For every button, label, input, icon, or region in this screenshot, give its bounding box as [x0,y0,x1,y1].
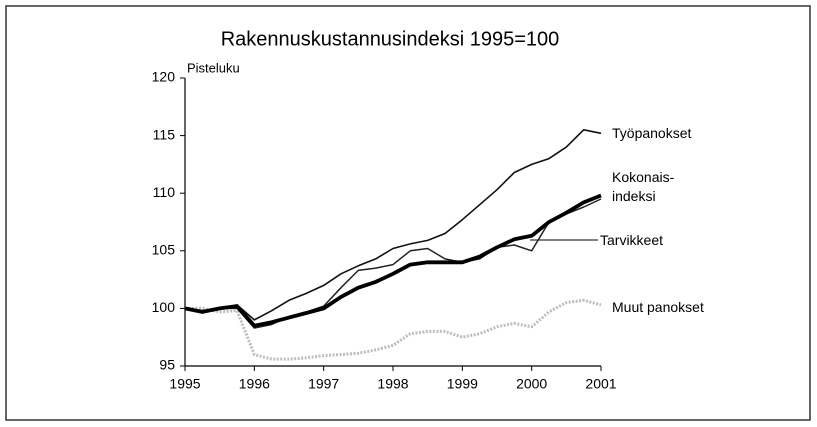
chart-title: Rakennuskustannusindeksi 1995=100 [221,28,560,50]
x-tick-label: 1996 [239,376,270,392]
y-tick-label: 115 [153,126,176,142]
frame [5,5,811,421]
y-tick-label: 105 [152,242,176,258]
series-label: Tarvikkeet [600,232,664,248]
y-tick-label: 120 [152,69,176,85]
x-tick-label: 1999 [447,376,478,392]
x-tick-label: 1998 [377,376,408,392]
y-tick-label: 95 [159,357,175,373]
series-label: Kokonais- indeksi [612,169,675,204]
line-series [184,193,602,328]
x-tick-label: 2001 [585,376,616,392]
x-tick-label: 1995 [169,376,200,392]
y-tick-label: 100 [152,299,176,315]
line-series [184,129,602,321]
line-series [184,198,602,329]
x-tick-label: 2000 [516,376,547,392]
y-axis-label: Pisteluku [187,60,240,75]
x-tick-label: 1997 [308,376,339,392]
series-label: Muut panokset [612,299,704,315]
line-series [185,298,602,361]
y-tick-label: 110 [153,184,176,200]
series-label: Työpanokset [612,125,692,141]
